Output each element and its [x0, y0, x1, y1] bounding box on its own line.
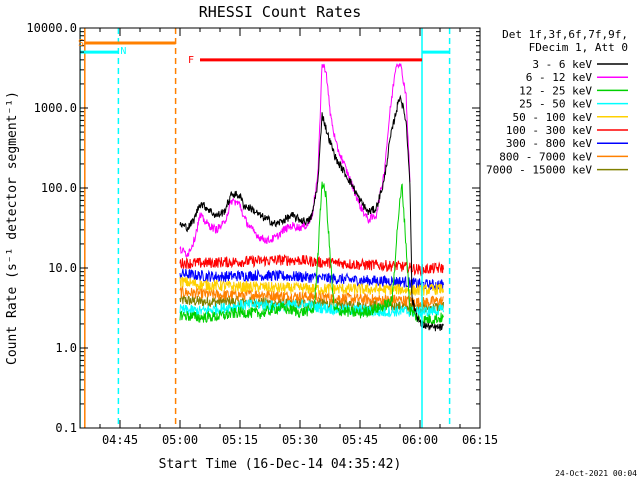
y-tick-label: 10.0 — [48, 261, 77, 275]
y-axis: 0.1 1.0 10.0 100.0 1000.0 10000.0 — [26, 21, 480, 435]
series-line-6-12-keV — [179, 62, 411, 258]
legend-header: Det 1f,3f,6f,7f,9f, — [502, 28, 628, 41]
chart-title: RHESSI Count Rates — [199, 3, 362, 21]
legend-entry-label: 100 - 300 keV — [506, 124, 592, 137]
x-tick-label: 04:45 — [102, 433, 138, 447]
legend-header: FDecim 1, Att 0 — [529, 41, 628, 54]
interval-label: F — [188, 55, 194, 66]
legend-entry-label: 12 - 25 keV — [519, 84, 592, 97]
legend-entry-label: 50 - 100 keV — [513, 111, 593, 124]
series-line-25-50-keV — [179, 299, 444, 319]
legend: Det 1f,3f,6f,7f,9f,FDecim 1, Att 0 3 - 6 … — [486, 28, 628, 177]
y-tick-label: 1.0 — [55, 341, 77, 355]
legend-entry-label: 300 - 800 keV — [506, 137, 592, 150]
x-tick-label: 06:00 — [402, 433, 438, 447]
x-tick-label: 05:00 — [162, 433, 198, 447]
x-tick-label: 05:45 — [342, 433, 378, 447]
series-line-3-6-keV — [179, 94, 444, 332]
x-tick-label: 05:30 — [282, 433, 318, 447]
series-line-100-300-keV — [179, 254, 444, 277]
interval-label: N — [120, 46, 126, 57]
legend-entry-label: 25 - 50 keV — [519, 98, 592, 111]
plot-area — [80, 28, 451, 428]
plot-frame — [79, 27, 481, 429]
y-tick-label: 10000.0 — [26, 21, 77, 35]
legend-entry-label: 800 - 7000 keV — [499, 150, 592, 163]
series-line-50-100-keV — [179, 276, 444, 297]
legend-entry-label: 7000 - 15000 keV — [486, 164, 592, 177]
legend-entry-label: 6 - 12 keV — [526, 71, 593, 84]
series-line-800-7000-keV — [179, 285, 444, 309]
footer-timestamp: 24-Oct-2021 00:04 — [555, 469, 637, 478]
y-axis-label: Count Rate (s⁻¹ detector segment⁻¹) — [5, 91, 20, 365]
legend-entry-label: 3 - 6 keV — [532, 58, 592, 71]
x-tick-label: 06:15 — [462, 433, 498, 447]
y-tick-label: 0.1 — [55, 421, 77, 435]
interval-label: S — [78, 38, 84, 49]
series-line-300-800-keV — [179, 268, 444, 291]
y-tick-label: 1000.0 — [34, 101, 77, 115]
series-line-12-25-keV — [179, 181, 444, 326]
x-axis: 04:45 05:00 05:15 05:30 05:45 06:00 06:15 — [99, 28, 498, 447]
y-tick-label: 100.0 — [41, 181, 77, 195]
x-axis-label: Start Time (16-Dec-14 04:35:42) — [159, 457, 402, 472]
x-tick-label: 05:15 — [222, 433, 258, 447]
